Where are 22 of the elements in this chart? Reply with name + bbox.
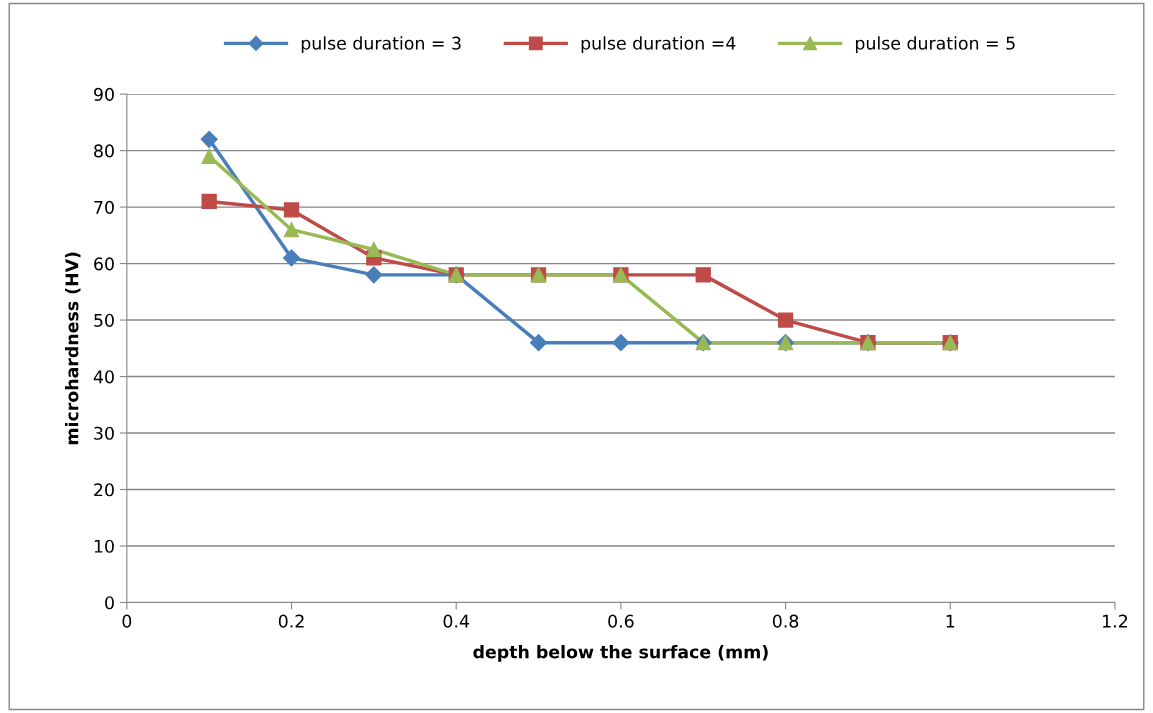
x-axis-title: depth below the surface (mm)	[473, 644, 768, 662]
legend-label: pulse duration = 5	[855, 36, 1015, 54]
x-tick-label: 0.2	[278, 614, 304, 628]
y-tick-label: 70	[94, 200, 114, 214]
y-tick-label: 40	[93, 370, 114, 384]
x-tick-label: 1.2	[1103, 614, 1128, 628]
legend-label: pulse duration = 3	[301, 36, 461, 54]
x-tick-label: 0.8	[772, 614, 799, 628]
y-tick-label: 30	[94, 426, 114, 440]
y-tick-label: 60	[94, 257, 114, 271]
x-tick-label: 0.4	[443, 614, 470, 628]
legend-label: pulse duration =4	[581, 36, 736, 54]
y-tick-label: 90	[94, 87, 114, 101]
x-tick-label: 0	[122, 614, 132, 628]
x-tick-label: 0.6	[608, 614, 634, 628]
y-tick-label: 50	[94, 313, 114, 327]
y-tick-label: 10	[94, 539, 114, 553]
x-tick-label: 1	[946, 614, 955, 628]
y-axis-title: microhardness (HV)	[65, 252, 81, 445]
y-tick-label: 80	[94, 144, 114, 158]
y-tick-label: 0	[105, 596, 114, 610]
y-tick-label: 20	[94, 483, 114, 497]
